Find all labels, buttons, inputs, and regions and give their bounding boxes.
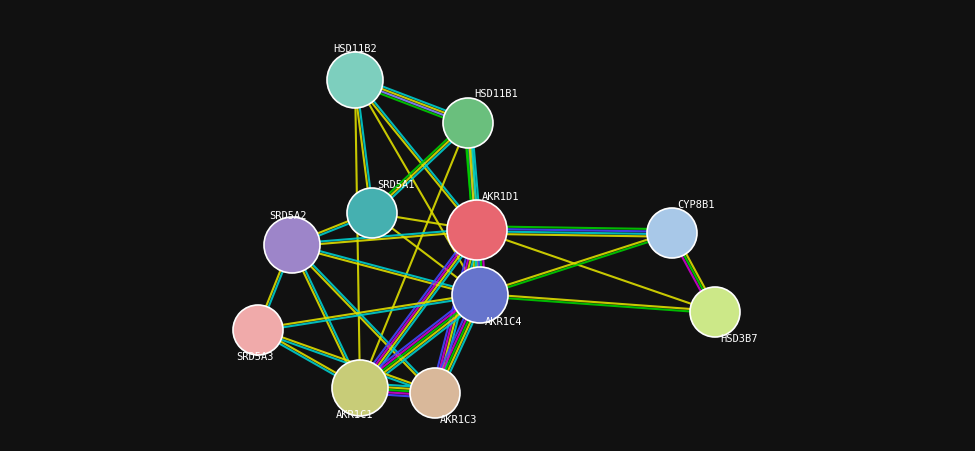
- Text: SRD5A3: SRD5A3: [236, 352, 274, 362]
- Circle shape: [264, 217, 320, 273]
- Text: AKR1C1: AKR1C1: [336, 410, 373, 420]
- Circle shape: [332, 360, 388, 416]
- Text: HSD11B1: HSD11B1: [474, 89, 518, 99]
- Circle shape: [410, 368, 460, 418]
- Text: SRD5A1: SRD5A1: [377, 180, 414, 190]
- Text: AKR1D1: AKR1D1: [482, 192, 520, 202]
- Text: CYP8B1: CYP8B1: [677, 200, 715, 210]
- Text: SRD5A2: SRD5A2: [269, 211, 307, 221]
- Circle shape: [452, 267, 508, 323]
- Circle shape: [233, 305, 283, 355]
- Circle shape: [690, 287, 740, 337]
- Text: HSD11B2: HSD11B2: [333, 44, 377, 54]
- Circle shape: [327, 52, 383, 108]
- Circle shape: [447, 200, 507, 260]
- Circle shape: [347, 188, 397, 238]
- Text: HSD3B7: HSD3B7: [720, 334, 758, 344]
- Circle shape: [443, 98, 493, 148]
- Circle shape: [647, 208, 697, 258]
- Text: AKR1C3: AKR1C3: [440, 415, 478, 425]
- Text: AKR1C4: AKR1C4: [485, 317, 523, 327]
